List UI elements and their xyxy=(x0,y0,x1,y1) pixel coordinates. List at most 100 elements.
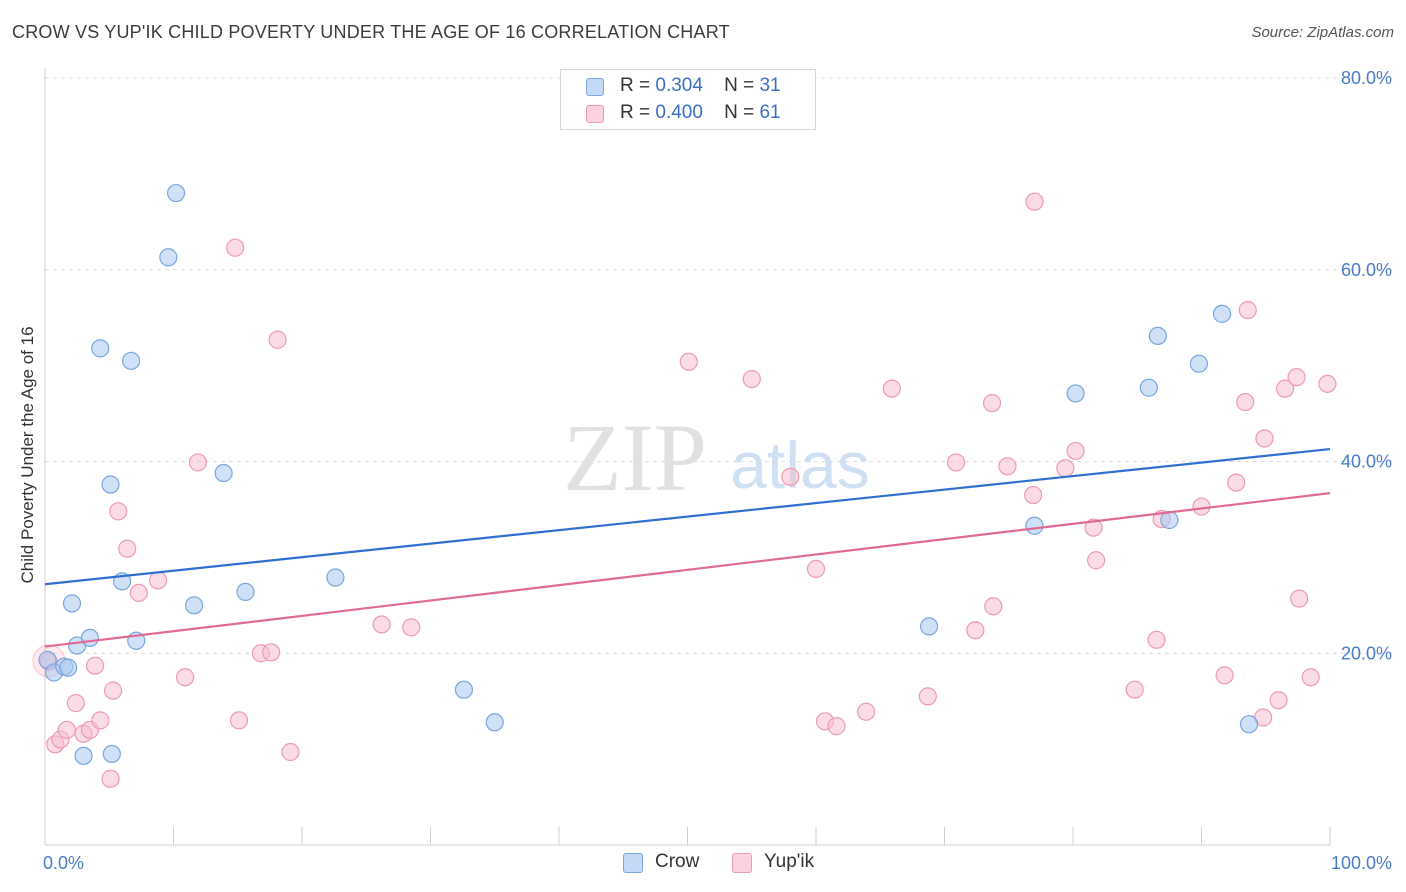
y-tick-label: 60.0% xyxy=(1341,260,1392,280)
yupik-point xyxy=(1227,473,1246,492)
y-tick-label: 80.0% xyxy=(1341,68,1392,88)
yupik-point xyxy=(1318,374,1337,393)
yupik-point xyxy=(148,571,168,590)
crow-point xyxy=(236,582,255,601)
x-tick-label-max: 100.0% xyxy=(1331,853,1392,873)
yupik-point xyxy=(91,711,110,730)
crow-point xyxy=(326,568,345,587)
legend-crow-r-value: 0.304 xyxy=(655,75,703,96)
legend-yupik-n-value: 61 xyxy=(759,102,781,123)
yupik-point xyxy=(918,687,937,706)
crow-point xyxy=(1066,384,1085,403)
crow-point xyxy=(184,596,204,615)
yupik-point xyxy=(781,467,800,486)
legend-yupik-r-label: R = xyxy=(620,102,651,123)
watermark-atlas: atlas xyxy=(730,428,869,502)
chart-title: CROW VS YUP'IK CHILD POVERTY UNDER THE A… xyxy=(12,22,730,42)
crow-point xyxy=(62,594,82,613)
yupik-point xyxy=(188,453,208,472)
yupik-point xyxy=(882,379,901,398)
bottom-legend-label-yupik: Yup'ik xyxy=(764,851,815,872)
bottom-legend: Crow Yup'ik xyxy=(0,851,1406,877)
yupik-point xyxy=(57,720,76,740)
yupik-point xyxy=(109,502,128,521)
trend-lines xyxy=(44,447,1331,648)
yupik-point xyxy=(1192,497,1211,516)
watermark: ZIP atlas xyxy=(563,404,870,511)
legend-crow-n-label: N = xyxy=(724,75,755,96)
bottom-legend-swatch-yupik xyxy=(732,853,752,873)
yupik-point xyxy=(946,453,966,472)
crow-point xyxy=(159,248,178,267)
yupik-point xyxy=(372,615,391,634)
bottom-legend-label-crow: Crow xyxy=(655,851,700,872)
legend-crow-r-label: R = xyxy=(620,75,651,96)
crow-point xyxy=(1212,304,1232,323)
y-tick-labels: 20.0% 40.0% 60.0% 80.0% xyxy=(1341,68,1392,663)
yupik-point xyxy=(1290,589,1309,608)
yupik-point xyxy=(175,668,195,687)
yupik-point xyxy=(827,717,846,736)
yupik-point xyxy=(982,393,1002,413)
crow-point xyxy=(1148,326,1167,346)
legend-yupik-n-label: N = xyxy=(724,102,755,123)
crow-point xyxy=(80,628,100,648)
crow-point xyxy=(59,658,78,677)
crow-point xyxy=(101,475,120,494)
crow-point xyxy=(74,746,93,765)
yupik-point xyxy=(1084,518,1103,537)
yupik-point xyxy=(1269,691,1288,710)
yupik-point xyxy=(1087,551,1106,570)
yupik-point xyxy=(262,643,281,662)
crow-point xyxy=(485,713,504,732)
legend-swatch-yupik xyxy=(586,105,604,123)
crow-point xyxy=(1189,354,1209,373)
yupik-point xyxy=(998,457,1017,476)
yupik-trend-line xyxy=(44,492,1331,648)
yupik-point xyxy=(984,597,1003,616)
yupik-point xyxy=(1255,429,1274,448)
yupik-point xyxy=(118,539,137,558)
yupik-point xyxy=(402,618,421,637)
crow-trend-line xyxy=(44,447,1331,586)
crow-point xyxy=(1139,378,1158,397)
bottom-legend-swatch-crow xyxy=(623,853,643,873)
legend-swatch-crow xyxy=(586,78,604,96)
legend: R = 0.304 N = 31 R = 0.400 N = 61 xyxy=(560,69,816,130)
yupik-point xyxy=(1024,485,1043,505)
yupik-point xyxy=(806,559,826,578)
legend-yupik-r-value: 0.400 xyxy=(655,102,703,123)
yupik-point xyxy=(679,352,698,371)
crow-point xyxy=(214,463,233,483)
yupik-point xyxy=(86,656,105,675)
crow-point xyxy=(91,339,110,358)
yupik-point xyxy=(1125,680,1144,699)
yupik-point xyxy=(229,711,249,730)
yupik-point xyxy=(742,369,761,389)
source-credit: Source: ZipAtlas.com xyxy=(1251,24,1394,41)
yupik-point xyxy=(1287,368,1306,387)
x-tick-labels: 0.0% 100.0% xyxy=(43,853,1392,873)
y-tick-label: 40.0% xyxy=(1341,452,1392,472)
yupik-point xyxy=(101,769,120,788)
yupik-point xyxy=(268,330,287,349)
x-tick-label-min: 0.0% xyxy=(43,853,84,873)
y-tick-label: 20.0% xyxy=(1341,643,1392,663)
yupik-point xyxy=(66,694,85,713)
crow-point xyxy=(166,183,186,203)
yupik-point xyxy=(281,742,300,762)
legend-crow-n-value: 31 xyxy=(759,75,781,96)
yupik-point xyxy=(104,681,123,700)
yupik-point xyxy=(1147,630,1166,649)
yupik-point xyxy=(966,621,985,640)
crow-point xyxy=(454,680,474,699)
yupik-point xyxy=(1236,392,1255,412)
crow-point xyxy=(1239,715,1259,734)
watermark-zip: ZIP xyxy=(563,404,707,511)
series-yupik xyxy=(32,192,1337,788)
crow-point xyxy=(102,744,121,764)
yupik-point xyxy=(1215,666,1234,685)
yupik-point xyxy=(1056,459,1075,478)
yupik-point xyxy=(129,583,148,602)
yupik-point xyxy=(1238,300,1257,320)
